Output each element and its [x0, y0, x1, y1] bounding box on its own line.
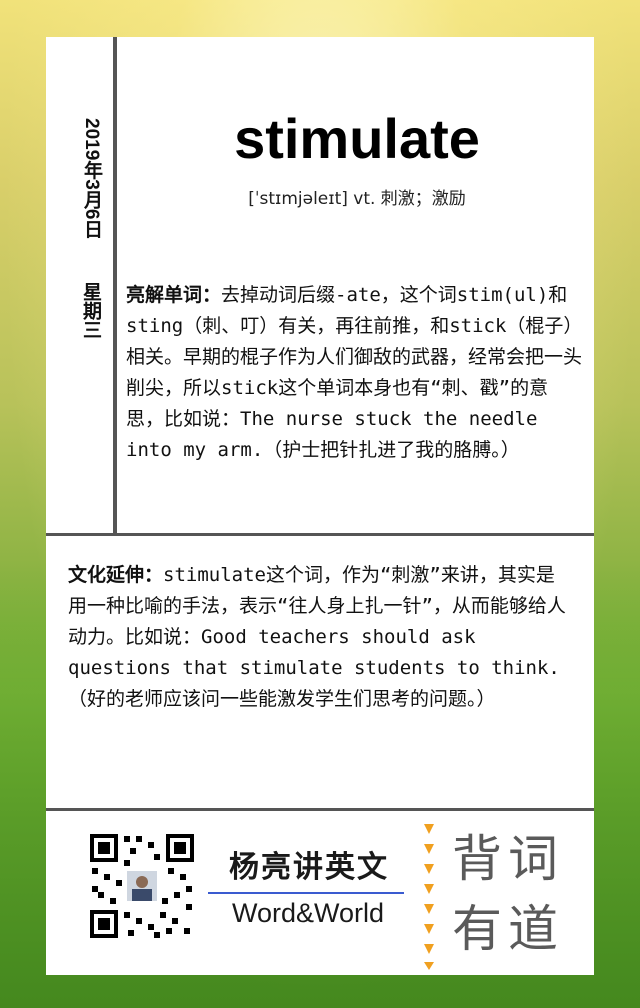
section-divider-2 — [46, 808, 594, 811]
brand-underline — [208, 892, 404, 894]
culture-section: 文化延伸：stimulate这个词，作为“刺激”来讲，其实是用一种比喻的手法，表… — [68, 560, 572, 715]
slogan: 背词 有道 — [452, 824, 582, 964]
word-card — [46, 37, 594, 975]
vertical-divider — [113, 37, 117, 535]
dashed-divider — [422, 822, 436, 972]
qr-code-graphic — [88, 832, 196, 940]
phonetic-definition: [ˈstɪmjəleɪt] vt. 刺激；激励 — [248, 189, 466, 209]
section-divider-1 — [46, 533, 594, 536]
weekday: 星期三 — [80, 282, 102, 339]
headword: stimulate — [234, 107, 480, 170]
slogan-line-1: 背词 — [452, 830, 564, 888]
date: 2019年3月6日 — [81, 118, 102, 239]
explain-label: 亮解单词： — [126, 284, 222, 306]
explain-text: 去掉动词后缀-ate，这个词stim(ul)和sting（刺、叮）有关，再往前推… — [126, 284, 583, 461]
triangle-dash-graphic — [424, 824, 434, 970]
explain-section: 亮解单词：去掉动词后缀-ate，这个词stim(ul)和sting（刺、叮）有关… — [126, 280, 586, 466]
slogan-line-2: 有道 — [452, 900, 564, 958]
culture-label: 文化延伸： — [68, 564, 164, 586]
brand-name: 杨亮讲英文 — [229, 850, 389, 885]
qr-code-icon[interactable] — [88, 832, 196, 940]
brand-subtitle: Word&World — [231, 898, 385, 928]
culture-text: stimulate这个词，作为“刺激”来讲，其实是用一种比喻的手法，表示“往人身… — [68, 564, 566, 710]
